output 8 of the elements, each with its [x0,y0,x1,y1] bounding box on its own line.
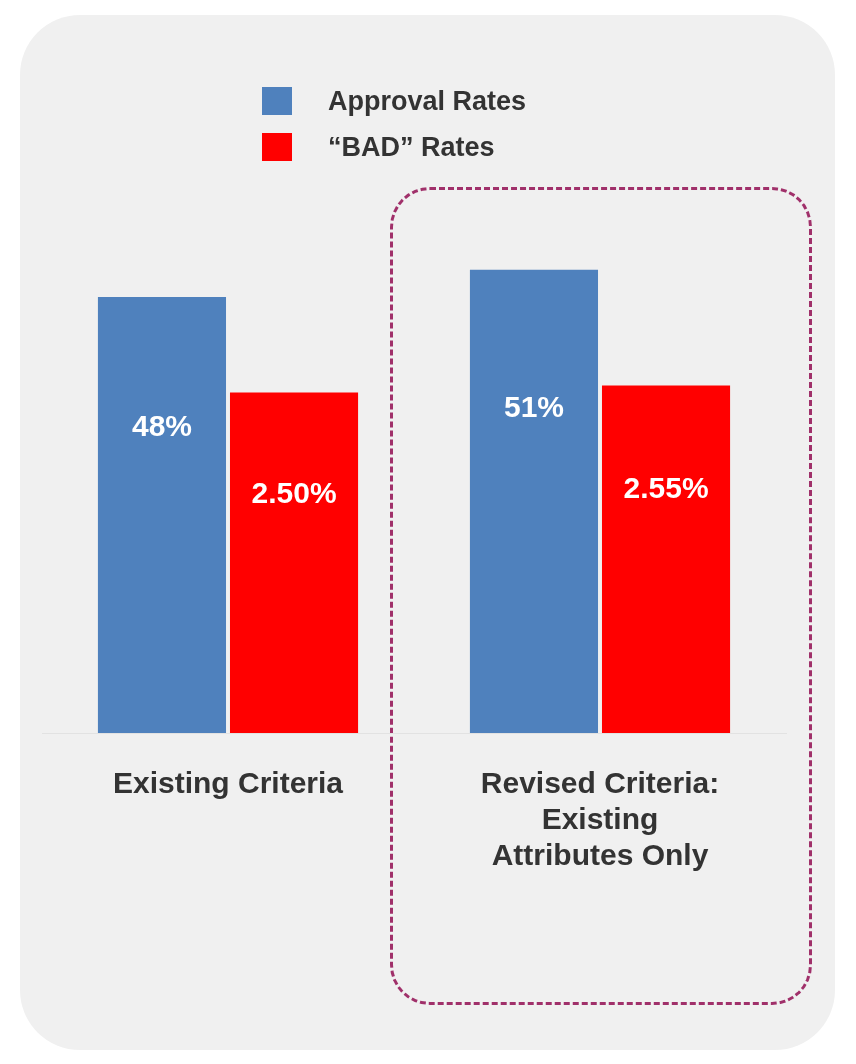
data-label: 51% [503,389,564,423]
data-label: 2.50% [251,475,337,509]
data-label: 2.55% [623,471,709,505]
x-tick-label: Revised Criteria: Existing Attributes Only [480,766,720,872]
data-label: 48% [131,409,192,443]
x-tick-label: Existing Criteria [112,766,344,800]
legend-label: “BAD” Rates [328,131,495,163]
legend-label: Approval Rates [328,85,527,117]
